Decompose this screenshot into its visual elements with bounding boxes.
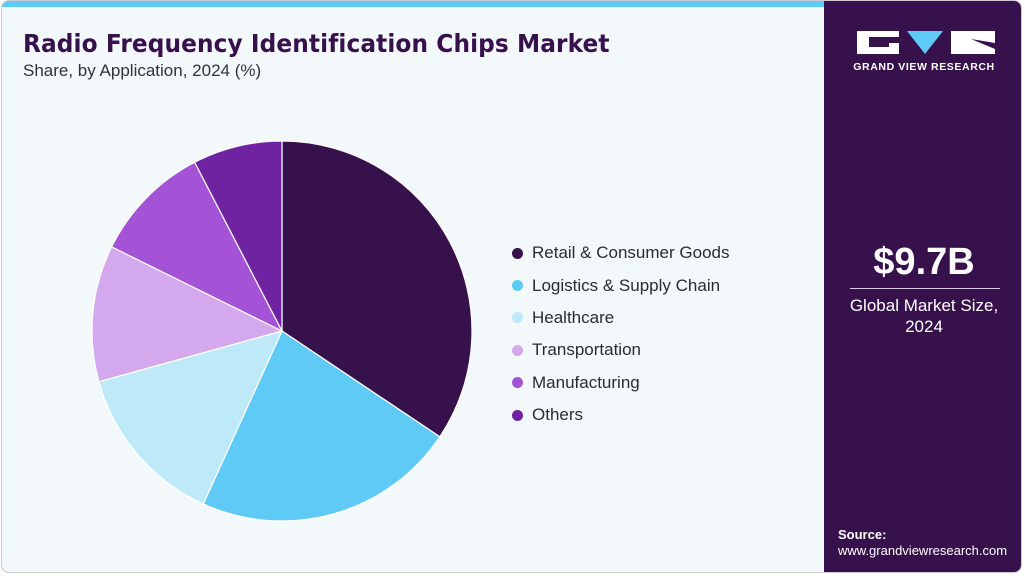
legend-item: Retail & Consumer Goods — [512, 237, 729, 269]
pie-slice-retail-consumer-goods — [281, 140, 473, 438]
market-size-value: $9.7B — [873, 241, 975, 283]
accent-bar — [2, 1, 824, 7]
market-label-line1: Global Market Size, — [849, 296, 999, 315]
legend-dot-icon — [512, 312, 523, 324]
pie-slice-transportation — [91, 246, 284, 383]
legend-label: Logistics & Supply Chain — [532, 275, 721, 295]
legend-dot-icon — [512, 247, 523, 259]
legend-dot-icon — [512, 377, 523, 389]
source-url[interactable]: www.grandviewresearch.com — [838, 543, 1008, 558]
legend-dot-icon — [512, 280, 523, 292]
legend-label: Retail & Consumer Goods — [532, 243, 730, 263]
legend-label: Manufacturing — [532, 372, 640, 392]
legend-label: Healthcare — [532, 307, 615, 327]
legend-item: Manufacturing — [512, 367, 729, 399]
market-label-line2: 2024 — [905, 317, 943, 336]
legend-label: Transportation — [532, 340, 641, 360]
sidebar-panel: GRAND VIEW RESEARCH $9.7B Global Market … — [824, 1, 1021, 572]
logo-text: GRAND VIEW RESEARCH — [853, 61, 995, 73]
legend-item: Healthcare — [512, 302, 729, 334]
chart-subtitle: Share, by Application, 2024 (%) — [23, 61, 262, 80]
legend-item: Logistics & Supply Chain — [512, 269, 729, 301]
market-size-label: Global Market Size, 2024 — [824, 295, 1021, 337]
chart-title: Radio Frequency Identification Chips Mar… — [23, 29, 610, 58]
legend-dot-icon — [512, 344, 523, 356]
chart-legend: Retail & Consumer Goods Logistics & Suppl… — [512, 237, 729, 431]
legend-label: Others — [532, 405, 584, 425]
pie-slice-logistics-supply-chain — [202, 330, 441, 522]
pie-slice-manufacturing — [110, 161, 284, 333]
legend-item: Others — [512, 399, 729, 431]
legend-item: Transportation — [512, 334, 729, 366]
pie-chart — [91, 140, 473, 522]
source-label: Source: — [838, 527, 887, 542]
pie-slice-others — [193, 140, 283, 332]
divider — [850, 288, 1000, 289]
pie-slice-healthcare — [98, 330, 284, 505]
gvr-logo-icon — [857, 31, 995, 54]
legend-dot-icon — [512, 409, 523, 421]
